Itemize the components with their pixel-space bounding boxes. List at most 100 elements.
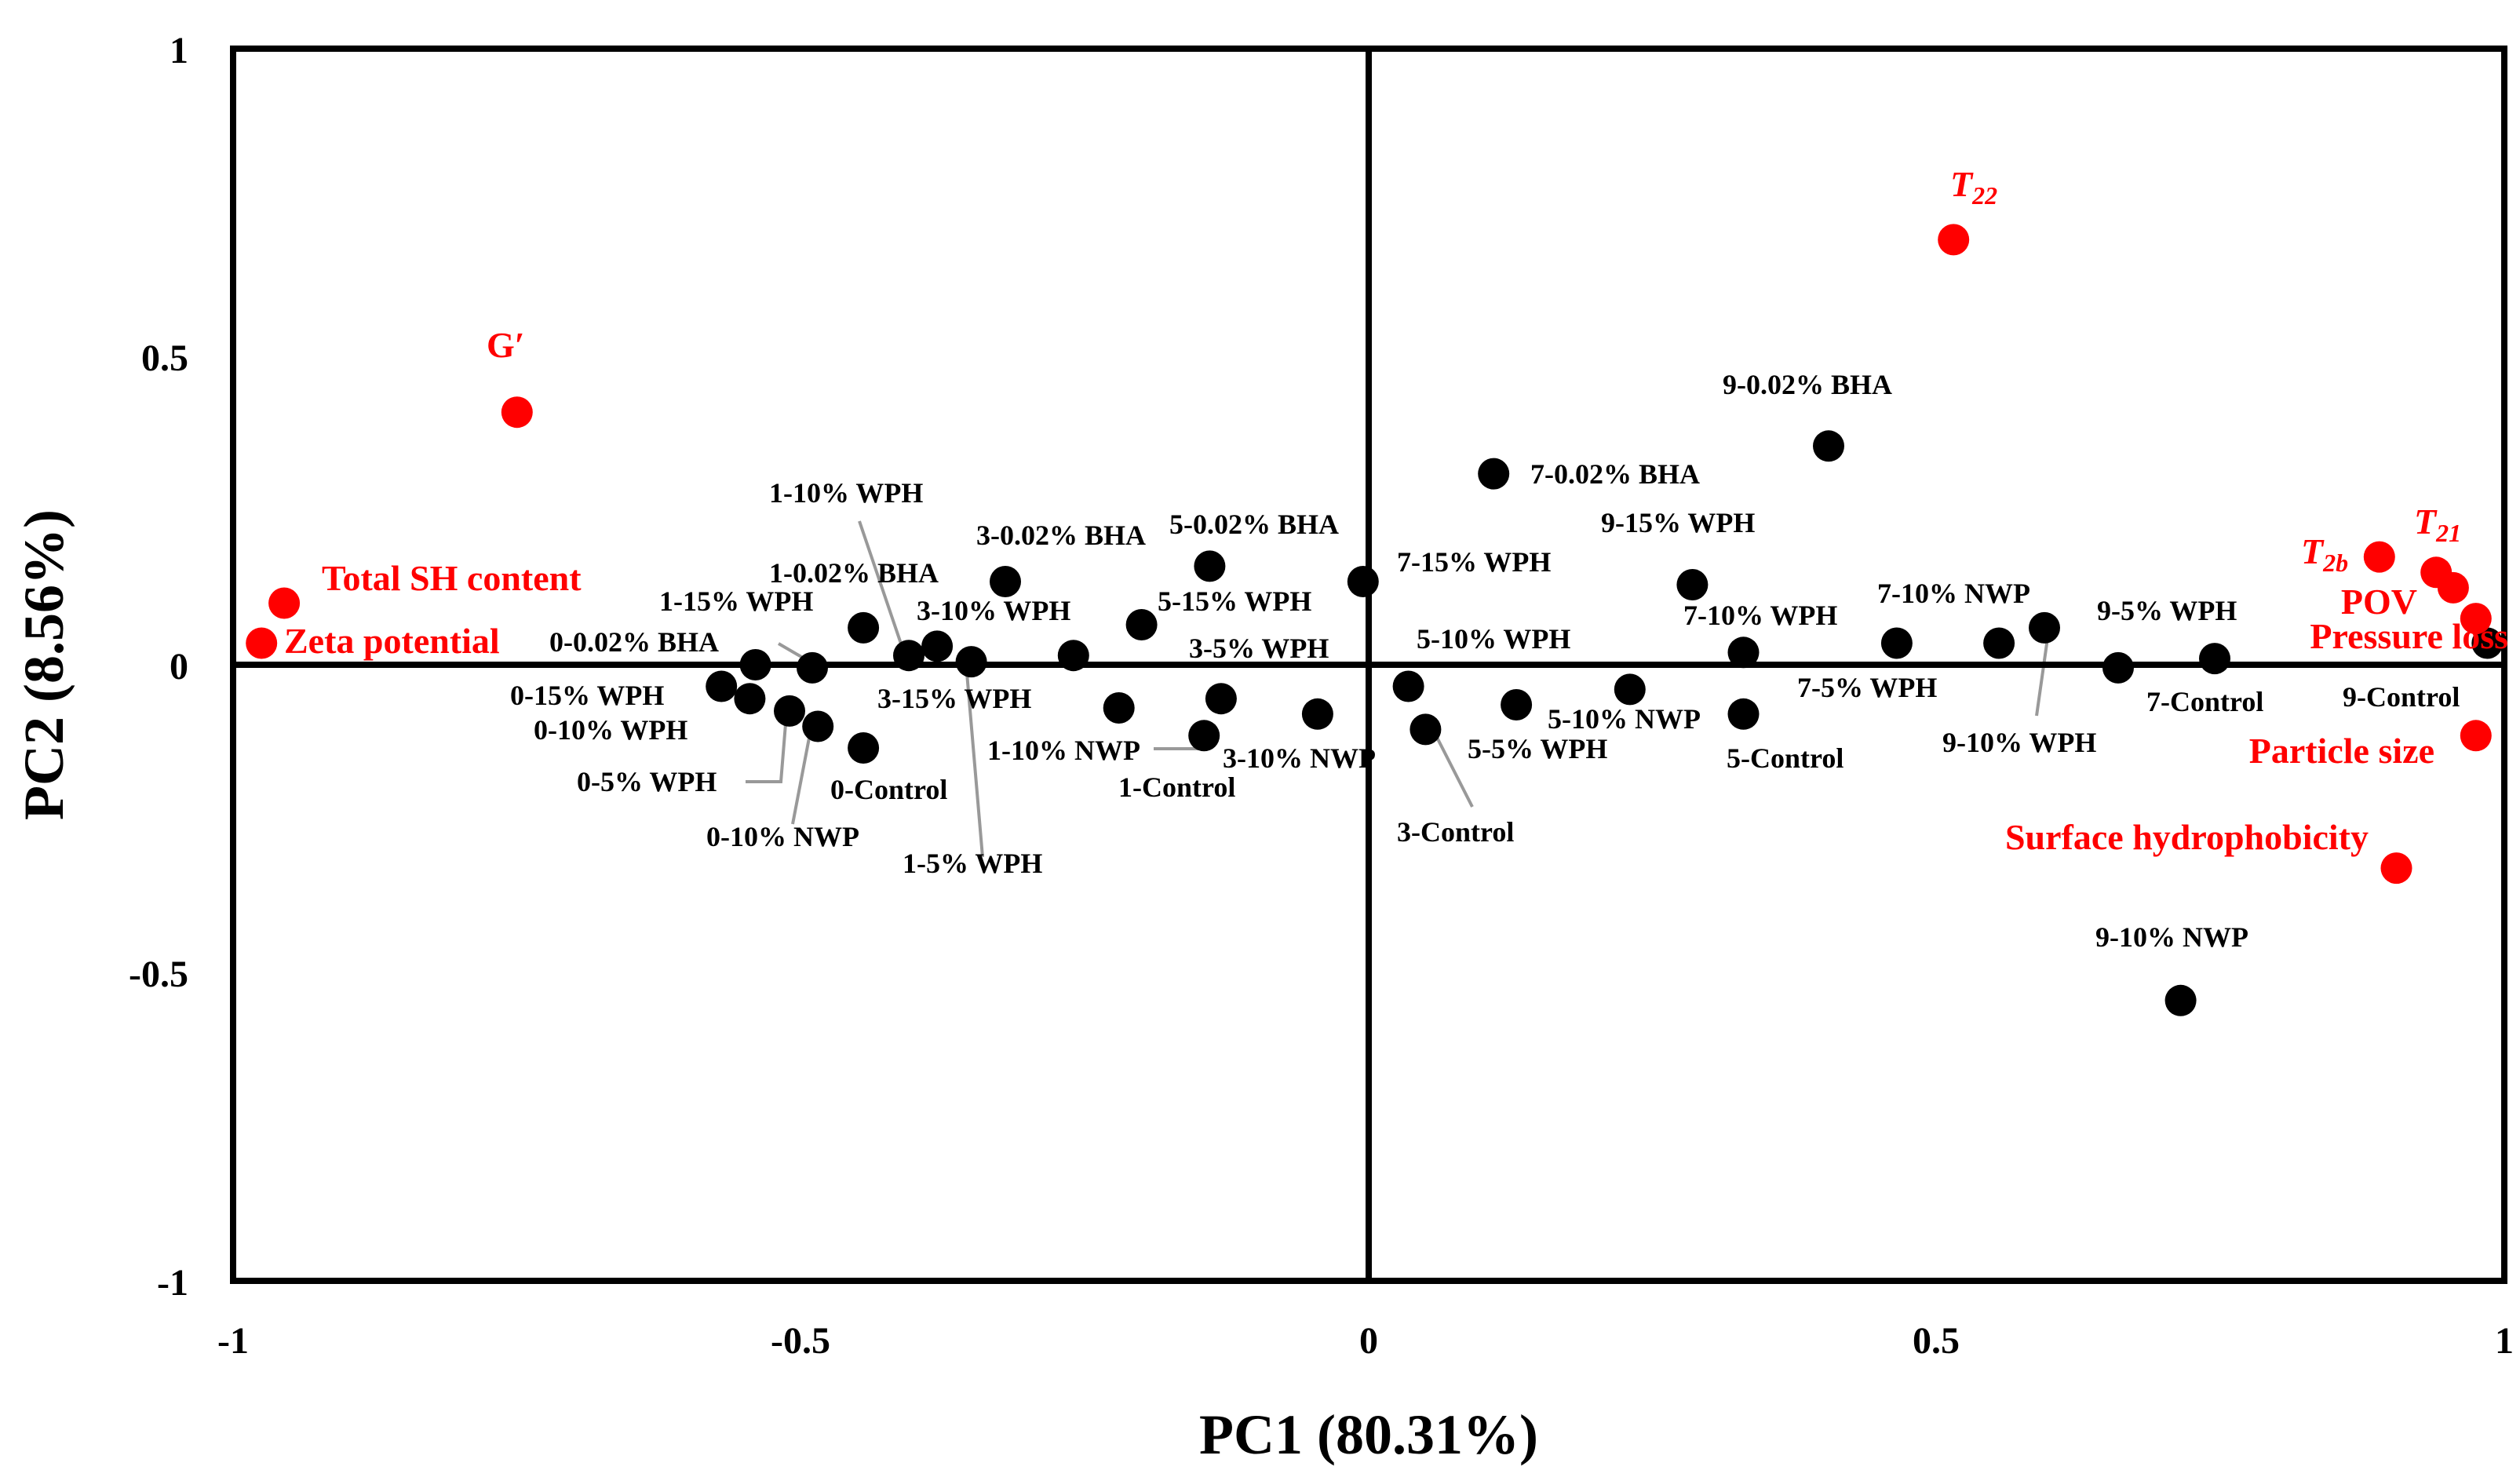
variable-label-particle-size: Particle size bbox=[2249, 731, 2434, 771]
sample-label-9-0-02-bha: 9-0.02% BHA bbox=[1723, 369, 1892, 400]
sample-point-3-15-wph bbox=[1057, 640, 1089, 672]
variable-label-pressure-loss: Pressure loss bbox=[2310, 616, 2508, 656]
sample-point-1-15-wph bbox=[797, 651, 828, 684]
sample-label-1-10-wph: 1-10% WPH bbox=[769, 477, 923, 509]
sample-point-3-5-wph bbox=[1205, 683, 1237, 715]
sample-label-9-10-wph: 9-10% WPH bbox=[1942, 727, 2096, 758]
sample-label-3-10-nwp: 3-10% NWP bbox=[1223, 742, 1376, 774]
sample-point-1-5-wph bbox=[955, 646, 987, 678]
sample-point-0-10-wph bbox=[734, 683, 766, 715]
leader-line-0-5-wph bbox=[746, 713, 788, 783]
variable-point-g bbox=[501, 396, 533, 429]
y-tick-label: 0 bbox=[170, 646, 188, 688]
sample-point-9-10-nwp bbox=[2164, 984, 2197, 1016]
sample-label-3-0-02-bha: 3-0.02% BHA bbox=[976, 520, 1146, 551]
sample-point-5-5-wph bbox=[1501, 689, 1533, 720]
sample-point-7-control bbox=[2102, 651, 2134, 684]
sample-label-0-15-wph: 0-15% WPH bbox=[510, 680, 664, 711]
data-points bbox=[246, 224, 2504, 1016]
sample-label-5-15-wph: 5-15% WPH bbox=[1158, 585, 1311, 617]
sample-label-7-control: 7-Control bbox=[2146, 686, 2263, 717]
sample-point-1-control bbox=[1188, 720, 1220, 752]
sample-label-1-10-nwp: 1-10% NWP bbox=[987, 735, 1140, 766]
leader-line-1-5-wph bbox=[964, 654, 984, 858]
y-tick-label: 0.5 bbox=[141, 337, 188, 379]
y-tick-label: -0.5 bbox=[129, 954, 188, 995]
sample-point-0-15-wph bbox=[706, 670, 738, 702]
sample-point-7-0-02-bha bbox=[1478, 458, 1510, 490]
sample-point-0-5-wph bbox=[774, 695, 805, 727]
sample-label-9-10-nwp: 9-10% NWP bbox=[2095, 921, 2248, 953]
sample-point-9-10-wph bbox=[2029, 611, 2060, 644]
y-tick-label: 1 bbox=[170, 30, 188, 71]
sample-label-0-0-02-bha: 0-0.02% BHA bbox=[549, 626, 719, 658]
variable-point-pov bbox=[2437, 571, 2469, 604]
x-tick-label: -0.5 bbox=[771, 1320, 830, 1362]
sample-label-3-15-wph: 3-15% WPH bbox=[877, 683, 1031, 714]
leader-lines bbox=[746, 520, 2050, 858]
sample-point-3-0-02-bha bbox=[990, 566, 1021, 597]
sample-label-1-control: 1-Control bbox=[1118, 771, 1235, 803]
sample-label-0-5-wph: 0-5% WPH bbox=[577, 766, 717, 797]
variable-point-surface-hydrophobicity bbox=[2380, 852, 2412, 885]
leader-line-1-10-wph bbox=[858, 520, 904, 649]
sample-label-3-10-wph: 3-10% WPH bbox=[917, 595, 1070, 626]
sample-point-5-10-nwp bbox=[1614, 673, 1646, 706]
sample-label-9-5-wph: 9-5% WPH bbox=[2097, 595, 2237, 626]
sample-label-1-5-wph: 1-5% WPH bbox=[903, 848, 1042, 879]
variable-point-t22 bbox=[1938, 224, 1970, 256]
y-tick-label: -1 bbox=[157, 1262, 188, 1304]
sample-label-0-10-wph: 0-10% WPH bbox=[534, 714, 687, 746]
sample-label-9-control: 9-Control bbox=[2343, 681, 2460, 713]
tick-labels: 1 0.5 0 -0.5 -1 -1 -0.5 0 0.5 1 bbox=[129, 30, 2514, 1362]
y-axis-title: PC2 (8.56%) bbox=[13, 509, 75, 820]
variable-point-particle-size bbox=[2460, 720, 2492, 752]
sample-label-7-10-wph: 7-10% WPH bbox=[1683, 600, 1837, 631]
sample-label-7-15-wph: 7-15% WPH bbox=[1397, 546, 1551, 578]
variable-label-total-sh-content: Total SH content bbox=[322, 558, 582, 598]
sample-point-5-control bbox=[1727, 698, 1760, 730]
sample-point-0-0-02-bha bbox=[739, 649, 771, 680]
sample-label-7-5-wph: 7-5% WPH bbox=[1797, 672, 1937, 703]
sample-point-3-10-nwp bbox=[1301, 698, 1333, 730]
x-tick-label: 1 bbox=[2495, 1320, 2514, 1362]
sample-point-0-control bbox=[848, 732, 880, 764]
sample-label-5-control: 5-Control bbox=[1727, 742, 1844, 774]
sample-point-7-10-wph bbox=[1727, 637, 1760, 669]
sample-label-9-15-wph: 9-15% WPH bbox=[1601, 507, 1755, 538]
sample-point-0-10-nwp bbox=[802, 710, 834, 742]
sample-point-9-0-02-bha bbox=[1813, 430, 1844, 462]
x-tick-label: 0 bbox=[1359, 1320, 1378, 1362]
sample-label-1-0-02-bha: 1-0.02% BHA bbox=[769, 557, 939, 589]
variable-label-surface-hydrophobicity: Surface hydrophobicity bbox=[2005, 817, 2369, 857]
sample-point-3-control bbox=[1410, 713, 1442, 746]
leader-line-9-10-wph bbox=[2035, 632, 2050, 717]
variable-label-g: G′ bbox=[487, 325, 525, 365]
sample-label-7-10-nwp: 7-10% NWP bbox=[1877, 578, 2030, 609]
sample-label-5-0-02-bha: 5-0.02% BHA bbox=[1169, 509, 1339, 540]
sample-label-0-control: 0-Control bbox=[830, 774, 947, 805]
sample-label-0-10-nwp: 0-10% NWP bbox=[706, 821, 859, 852]
axis-titles: PC1 (80.31%) PC2 (8.56%) bbox=[13, 509, 1538, 1466]
x-axis-title: PC1 (80.31%) bbox=[1199, 1403, 1538, 1466]
sample-label-1-15-wph: 1-15% WPH bbox=[659, 585, 813, 617]
sample-label-3-5-wph: 3-5% WPH bbox=[1189, 633, 1329, 664]
sample-point-9-control bbox=[2471, 627, 2504, 659]
sample-point-9-5-wph bbox=[2199, 643, 2230, 675]
sample-point-5-10-wph bbox=[1392, 670, 1424, 702]
sample-label-5-5-wph: 5-5% WPH bbox=[1468, 733, 1607, 764]
variable-point-zeta-potential bbox=[246, 627, 278, 659]
sample-label-3-control: 3-Control bbox=[1397, 816, 1514, 848]
sample-label-5-10-nwp: 5-10% NWP bbox=[1548, 703, 1701, 735]
variable-label-zeta-potential: Zeta potential bbox=[284, 621, 500, 661]
sample-point-7-5-wph bbox=[1880, 627, 1913, 659]
sample-point-7-15-wph bbox=[1347, 566, 1379, 597]
variable-point-t2b bbox=[2363, 541, 2395, 573]
x-tick-label: 0.5 bbox=[1913, 1320, 1960, 1362]
variable-point-total-sh-content bbox=[268, 587, 301, 619]
x-tick-label: -1 bbox=[217, 1320, 249, 1362]
sample-point-1-10-wph bbox=[893, 640, 924, 672]
